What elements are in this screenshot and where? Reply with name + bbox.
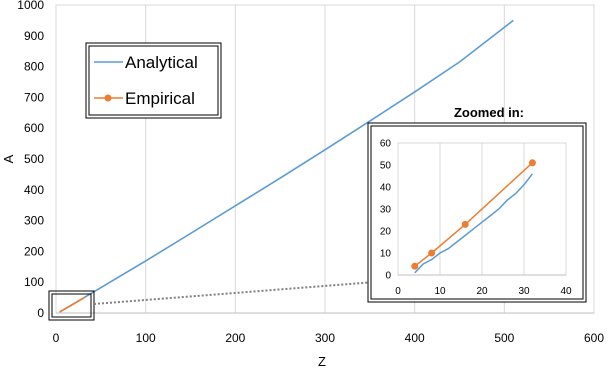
legend-analytical-label: Analytical [125, 53, 198, 72]
inset-empirical-point [428, 249, 436, 257]
y-tick-label: 900 [24, 29, 44, 43]
legend-frame-outer [85, 42, 222, 119]
legend-empirical-marker [104, 94, 112, 102]
inset-y-tick-label: 40 [380, 183, 392, 194]
x-tick-labels: 0 100 200 300 400 500 600 [53, 331, 605, 345]
y-axis-label: A [1, 154, 16, 163]
inset-empirical-point [528, 159, 536, 167]
inset-y-tick-labels: 0 10 20 30 40 50 60 [380, 139, 392, 282]
x-tick-label: 0 [53, 331, 60, 345]
x-tick-label: 400 [405, 331, 425, 345]
inset-analytical-line [414, 173, 533, 274]
x-tick-label: 500 [494, 331, 514, 345]
y-tick-label: 300 [24, 214, 44, 228]
inset-y-tick-label: 20 [380, 227, 392, 238]
y-tick-label: 700 [24, 90, 44, 104]
x-tick-label: 300 [315, 331, 335, 345]
y-tick-label: 400 [24, 183, 44, 197]
inset-y-tick-label: 10 [380, 249, 392, 260]
inset-empirical-line [414, 162, 533, 267]
inset-y-tick-label: 0 [385, 271, 391, 282]
x-tick-label: 100 [136, 331, 156, 345]
series-analytical-line [59, 19, 514, 313]
inset-title: Zoomed in: [454, 105, 524, 120]
zoom-connector [93, 281, 376, 305]
y-tick-label: 200 [24, 244, 44, 258]
x-tick-label: 200 [225, 331, 245, 345]
y-tick-labels: 0 100 200 300 400 500 600 700 800 900 1000 [17, 0, 44, 320]
y-tick-label: 500 [24, 152, 44, 166]
inset-empirical-point [411, 262, 419, 270]
y-tick-label: 0 [37, 306, 44, 320]
inset-y-tick-label: 50 [380, 161, 392, 172]
inset-empirical-point [461, 220, 469, 228]
inset-frame-outer [367, 122, 587, 303]
inset-x-tick-labels: 0 10 20 30 40 [395, 286, 572, 297]
inset-x-tick-label: 30 [518, 286, 530, 297]
series-empirical-line [59, 296, 86, 313]
inset-chart: Zoomed in: 0 10 20 30 40 0 10 20 30 40 50 60 [367, 105, 587, 303]
inset-y-tick-label: 30 [380, 205, 392, 216]
legend: Analytical Empirical [85, 42, 222, 119]
legend-empirical-label: Empirical [125, 89, 195, 108]
inset-empirical-markers [411, 159, 536, 270]
x-axis-label: Z [318, 354, 326, 369]
y-tick-label: 1000 [17, 0, 44, 12]
legend-frame-inner [88, 45, 219, 116]
x-tick-label: 600 [584, 331, 604, 345]
zoom-region-outer [48, 290, 95, 321]
y-tick-label: 100 [24, 275, 44, 289]
inset-x-tick-label: 0 [395, 286, 401, 297]
inset-x-tick-label: 10 [434, 286, 446, 297]
zoom-region-inner [51, 293, 92, 318]
y-tick-label: 600 [24, 121, 44, 135]
inset-frame-inner [370, 125, 584, 300]
inset-x-tick-label: 40 [560, 286, 572, 297]
inset-x-tick-label: 20 [476, 286, 488, 297]
y-tick-label: 800 [24, 60, 44, 74]
inset-y-tick-label: 60 [380, 139, 392, 150]
